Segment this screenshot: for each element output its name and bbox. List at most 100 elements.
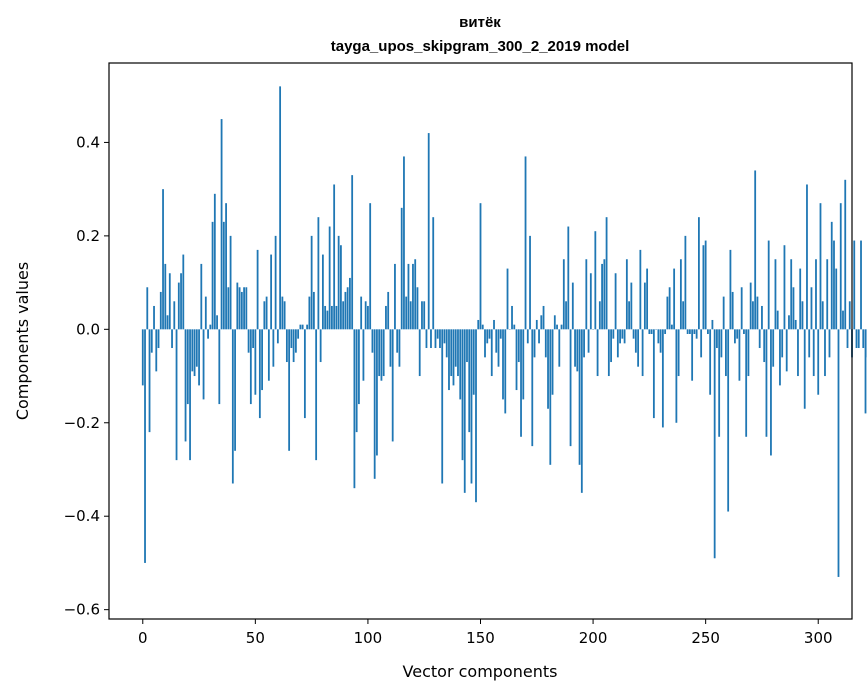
bar-235: [670, 324, 673, 330]
bar-251: [707, 329, 709, 334]
bar-201: [594, 231, 597, 330]
x-axis-ticks: 0 50 100 150 200 250 300: [138, 619, 833, 647]
bar-88: [340, 245, 342, 330]
bar-73: [306, 324, 309, 330]
bar-105: [378, 329, 381, 377]
bar-161: [504, 329, 507, 414]
bar-180: [547, 329, 549, 409]
bar-54: [263, 301, 266, 330]
bar-298: [812, 329, 815, 377]
bar-203: [598, 301, 601, 330]
bar-18: [182, 254, 185, 330]
bar-242: [686, 329, 689, 334]
bar-289: [792, 287, 795, 330]
bar-239: [679, 259, 682, 330]
bar-301: [819, 203, 822, 330]
bar-319: [860, 240, 862, 330]
bar-216: [628, 301, 630, 330]
bar-305: [828, 329, 831, 358]
bar-297: [810, 287, 813, 330]
bar-127: [427, 133, 430, 330]
bar-262: [731, 291, 734, 330]
bar-3: [148, 329, 151, 433]
bar-36: [222, 221, 225, 330]
bar-241: [684, 235, 687, 330]
bar-229: [657, 329, 660, 344]
bar-237: [675, 329, 678, 423]
bar-135: [445, 329, 448, 358]
bar-308: [835, 268, 838, 330]
bar-175: [535, 319, 538, 330]
bar-205: [603, 259, 606, 330]
bar-276: [763, 329, 766, 363]
bar-166: [515, 329, 518, 391]
bar-186: [560, 324, 563, 330]
bar-257: [720, 329, 723, 358]
bar-307: [833, 240, 835, 330]
bar-304: [826, 259, 829, 330]
bar-139: [454, 329, 457, 367]
bar-121: [414, 259, 417, 330]
bar-123: [418, 329, 421, 377]
bar-110: [389, 329, 392, 367]
bar-133: [441, 329, 444, 484]
bar-217: [630, 282, 633, 330]
bar-143: [463, 329, 466, 493]
bar-116: [403, 156, 405, 330]
bar-19: [184, 329, 187, 442]
bar-196: [583, 329, 585, 358]
bar-183: [553, 315, 556, 330]
bar-214: [623, 329, 626, 344]
bar-118: [407, 263, 410, 330]
bar-275: [761, 305, 763, 330]
bar-16: [177, 282, 180, 330]
bar-249: [702, 245, 705, 330]
bars-group: [141, 86, 867, 577]
bar-53: [261, 329, 263, 391]
bar-112: [394, 263, 396, 330]
bar-225: [648, 329, 651, 334]
bar-77: [315, 329, 318, 461]
y-axis-label: Components values: [13, 262, 32, 420]
bar-280: [772, 329, 775, 367]
bar-195: [580, 329, 583, 493]
bar-219: [634, 329, 637, 353]
bar-138: [452, 329, 455, 386]
bar-215: [625, 259, 628, 330]
bar-309: [837, 329, 840, 577]
bar-208: [610, 329, 612, 363]
bar-287: [788, 315, 790, 330]
bar-283: [779, 329, 781, 386]
bar-190: [569, 329, 572, 447]
bar-212: [619, 329, 621, 344]
bar-274: [758, 329, 761, 349]
bar-38: [227, 287, 230, 330]
bar-59: [274, 235, 277, 330]
bar-91: [346, 287, 349, 330]
x-tick-label: 250: [691, 629, 720, 647]
bar-185: [558, 329, 561, 367]
bar-187: [562, 259, 565, 330]
bar-100: [367, 305, 369, 330]
bar-14: [173, 301, 176, 330]
bar-117: [405, 296, 408, 330]
bar-192: [574, 329, 576, 367]
bar-84: [331, 305, 333, 330]
bar-134: [443, 329, 446, 344]
bar-300: [817, 329, 820, 395]
bar-248: [700, 329, 703, 358]
bar-96: [358, 329, 360, 405]
bar-34: [218, 329, 221, 405]
bar-207: [607, 329, 610, 377]
bar-160: [502, 329, 504, 400]
bar-130: [434, 329, 437, 349]
bar-194: [578, 329, 581, 465]
bar-95: [355, 329, 358, 433]
bar-231: [661, 329, 664, 428]
bar-155: [490, 329, 493, 377]
bar-227: [652, 329, 655, 419]
bar-317: [855, 329, 858, 349]
bar-78: [317, 217, 320, 330]
bar-32: [213, 193, 216, 330]
bar-261: [729, 249, 732, 330]
